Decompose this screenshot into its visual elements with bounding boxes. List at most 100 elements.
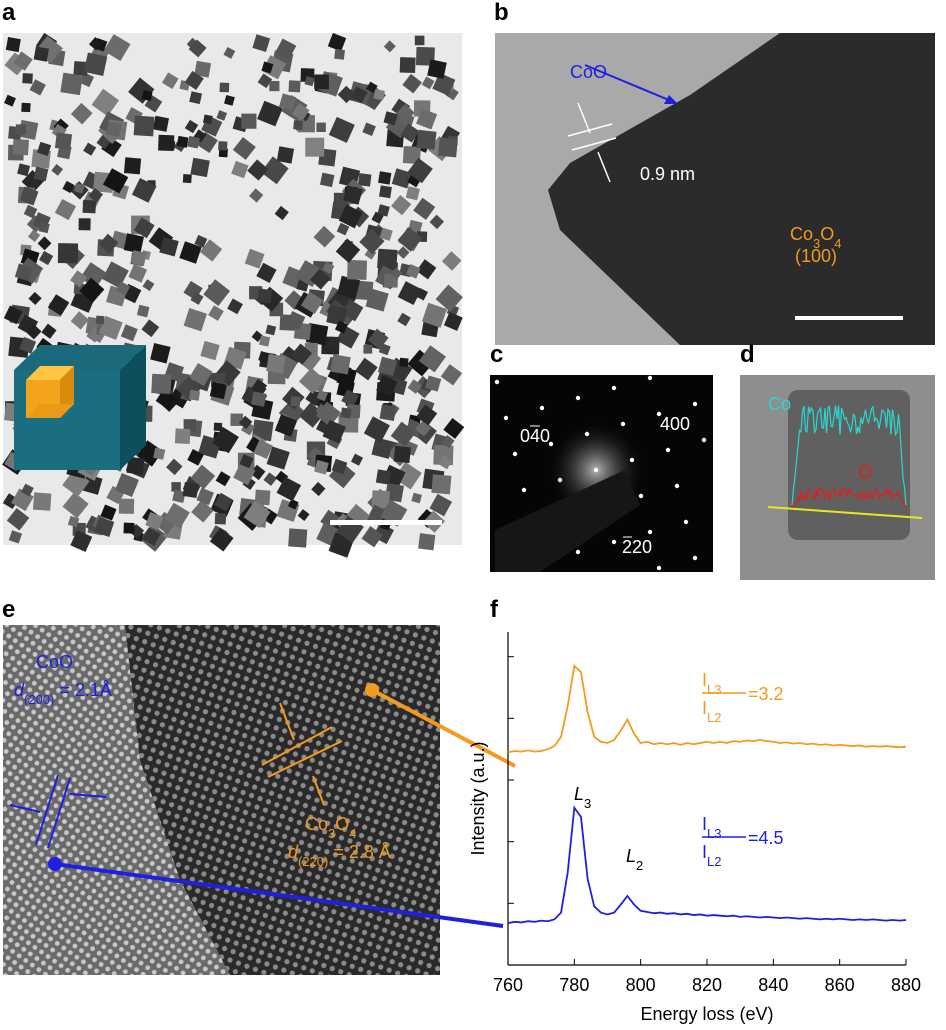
annotation: =3.2 [748,684,784,704]
cube [319,172,335,188]
cube [91,88,120,117]
spot [539,405,545,411]
cube [390,267,403,280]
cube [305,323,329,346]
cube [133,115,155,137]
annotation: L2 [626,846,643,873]
leader [371,688,516,768]
cube [118,498,135,514]
cube [120,324,138,342]
cube [218,141,228,151]
cube [379,404,397,421]
cube [151,373,172,394]
cube [83,52,108,77]
cube [80,262,107,289]
label: Co3O4 [305,814,357,841]
cube [334,320,348,334]
cube [128,264,147,283]
cube [363,416,390,443]
cube [266,446,290,470]
cube [407,379,423,394]
spacing-marks [9,774,107,849]
cube [402,145,421,164]
cube [141,319,160,338]
cube [196,487,214,506]
cube [209,527,234,552]
cube [383,40,396,53]
cube [32,492,52,511]
spot [683,519,689,525]
cube [19,336,37,354]
cube [335,238,361,263]
cube [300,291,324,314]
cube [171,482,181,492]
cube [188,39,207,58]
cube [73,61,89,76]
cube [266,353,286,374]
cube [189,91,203,105]
beam-stop [495,470,640,572]
cube [357,173,372,187]
cube [252,34,271,52]
cube [375,469,392,485]
cube [233,462,256,486]
annotation-part: L3 [707,826,721,841]
cube [366,81,378,94]
nanocubes [2,32,465,558]
cube [131,178,157,203]
cube [216,110,228,121]
cube [98,315,123,340]
spot [503,415,509,421]
cube [402,73,422,94]
cube [231,160,249,179]
x-tick-label: 760 [493,975,523,995]
cube [416,259,437,280]
cube [224,94,235,106]
cube [340,407,352,419]
cube [89,36,103,51]
cube [286,311,306,331]
scale-bar [330,520,442,525]
cube [189,389,201,401]
cube [98,233,119,254]
cube [384,482,405,503]
cube [25,323,42,340]
cube [183,419,196,432]
cube [123,157,142,175]
cube [363,344,373,354]
cube [251,391,267,407]
cube [309,268,331,290]
cube [70,102,93,125]
cube [305,137,325,157]
cube [126,456,145,475]
cube [379,227,393,241]
cube [184,70,204,90]
cube [331,458,348,475]
cube [260,156,289,185]
annotation: IL2 [702,698,721,725]
cube [343,185,363,205]
cube [5,37,21,53]
spot [548,441,554,447]
t: O [820,224,834,244]
label: d(220) = 2.8 Å [288,842,391,869]
cube [337,275,361,299]
cube [130,250,147,267]
annotation: IL2 [702,842,721,869]
cube [155,390,174,408]
label: 400 [660,414,690,434]
cube [209,381,227,400]
cube [142,527,161,546]
cube [421,76,435,90]
spectrum [507,664,907,754]
cube [187,135,200,149]
cube [79,277,105,303]
cube [254,489,271,506]
cube [57,243,79,264]
cube [200,340,220,361]
cube [102,261,129,289]
cube [145,512,164,531]
spot [575,549,581,555]
leader [54,862,504,928]
cube [350,86,368,104]
